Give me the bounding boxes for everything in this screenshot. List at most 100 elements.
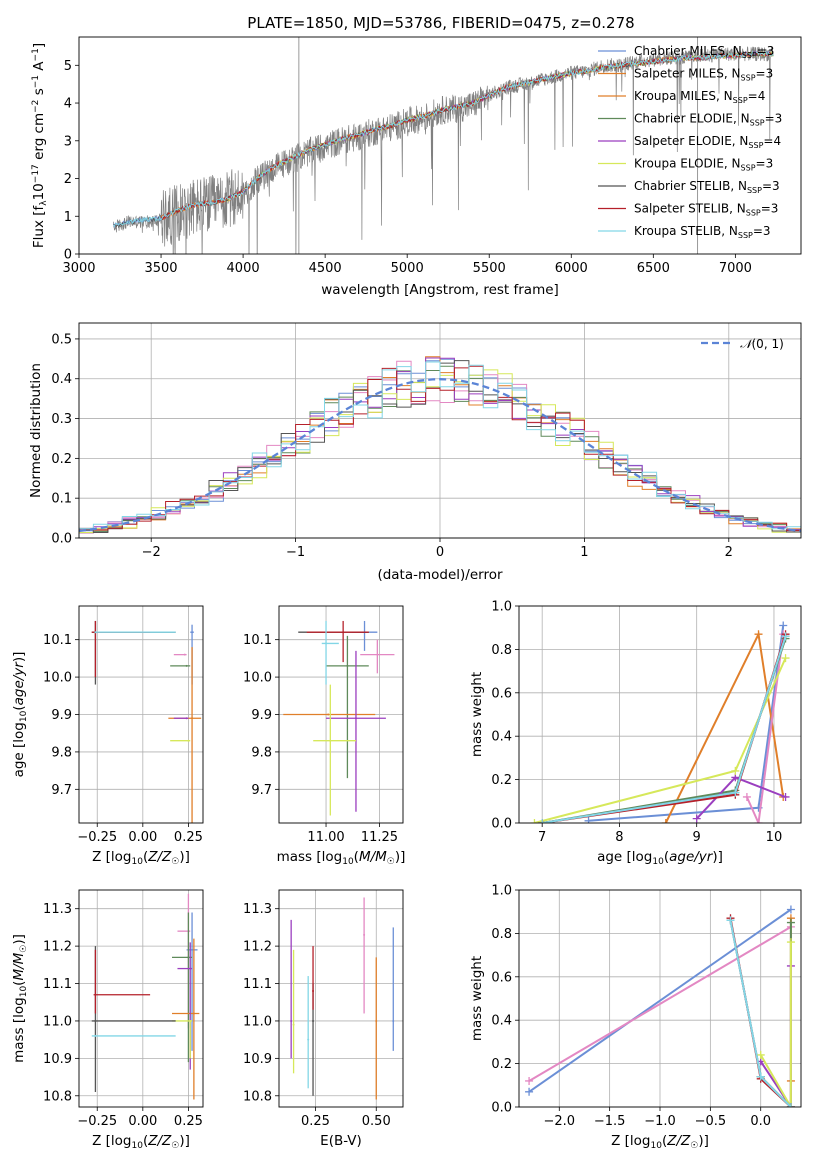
weight-marker: [754, 630, 763, 639]
y-tick-label: 0.4: [491, 730, 512, 745]
y-tick-label: 10.9: [243, 1052, 272, 1067]
y-axis-label: mass weight: [469, 672, 485, 757]
y-tick-label: 10.8: [43, 1089, 72, 1104]
x-tick-label: −1: [286, 545, 305, 560]
x-tick-label: 9: [693, 830, 701, 845]
weight-marker: [692, 814, 701, 823]
y-tick-label: 11.1: [43, 977, 72, 992]
data-point: [94, 993, 97, 996]
x-axis-label: Z [log10(Z/Z☉)]: [611, 1133, 709, 1151]
data-point: [342, 631, 345, 634]
data-point: [183, 653, 186, 656]
x-tick-label: 11.00: [307, 830, 344, 845]
x-tick-label: 6000: [555, 261, 588, 276]
weight-line: [542, 636, 787, 823]
y-axis-label: mass [log10(M/M☉)]: [11, 934, 29, 1063]
weight-marker: [742, 792, 751, 801]
axes-frame: [518, 605, 802, 824]
axes-frame: [78, 889, 204, 1108]
y-tick-label: 0.2: [491, 773, 512, 788]
y-tick-label: 0.1: [51, 492, 72, 507]
x-axis-label: (data-model)/error: [377, 567, 503, 583]
x-tick-label: 0.25: [301, 1114, 330, 1129]
age-vs-metallicity-panel: −0.25 0.00 0.25 9.7 9.8 9.9 10.0 10.1 Z [log10(Z…: [11, 605, 204, 867]
data-point: [292, 1023, 295, 1026]
y-tick-label: 0.6: [491, 970, 512, 985]
data-point: [327, 713, 330, 716]
y-tick-label: 10.1: [243, 633, 272, 648]
data-point: [329, 739, 332, 742]
weight-marker: [584, 816, 593, 823]
mass-vs-extinction-panel: 0.25 0.50 10.8 10.9 11.0 11.1 11.2 11.3 E(B-V): [243, 889, 404, 1149]
weight-marker: [754, 819, 763, 823]
figure-title: PLATE=1850, MJD=53786, FIBERID=0475, z=0…: [247, 14, 634, 32]
x-tick-label: −2.0: [543, 1114, 575, 1129]
y-tick-label: 0.3: [51, 412, 72, 427]
data-point: [312, 1019, 315, 1022]
weight-marker: [786, 905, 795, 914]
x-tick-label: 5000: [391, 261, 424, 276]
x-tick-label: 8: [615, 830, 623, 845]
axes-frame: [78, 322, 802, 539]
data-point: [189, 967, 192, 970]
x-tick-label: −1.5: [594, 1114, 626, 1129]
y-tick-label: 0.4: [491, 1014, 512, 1029]
x-tick-label: 0: [436, 545, 444, 560]
y-tick-label: 0.2: [51, 452, 72, 467]
data-point: [363, 933, 366, 936]
y-axis-label: mass weight: [469, 956, 485, 1041]
y-tick-label: 0.8: [491, 643, 512, 658]
y-tick-label: 0.6: [491, 686, 512, 701]
x-axis-label: Z [log10(Z/Z☉)]: [92, 849, 190, 867]
y-tick-label: 11.0: [243, 1014, 272, 1029]
data-point: [191, 948, 194, 951]
age-vs-mass-panel: 11.00 11.25 9.7 9.8 9.9 10.0 10.1 mass [log10(M…: [243, 605, 406, 867]
weight-marker: [779, 621, 788, 630]
data-point: [325, 642, 328, 645]
x-tick-label: 7: [538, 830, 546, 845]
x-tick-label: 4500: [309, 261, 342, 276]
weight-marker: [530, 819, 539, 823]
legend-label: Chabrier ELODIE, NSSP=3: [634, 112, 782, 128]
y-tick-label: 0: [64, 248, 72, 263]
legend-label: Chabrier MILES, NSSP=3: [634, 44, 774, 60]
y-tick-label: 10.1: [43, 633, 72, 648]
y-tick-label: 10.0: [243, 671, 272, 686]
legend-label: Salpeter ELODIE, NSSP=4: [634, 134, 781, 150]
data-point: [94, 1034, 97, 1037]
legend-label: 𝒩(0, 1): [740, 337, 784, 351]
x-tick-label: 0.0: [750, 1114, 771, 1129]
x-tick-label: 6500: [637, 261, 670, 276]
weight-marker: [661, 819, 670, 823]
y-tick-label: 0.4: [51, 372, 72, 387]
y-tick-label: 11.2: [43, 940, 72, 955]
y-axis-label: age [log10(age/yr)]: [11, 652, 29, 778]
x-tick-label: −2: [142, 545, 161, 560]
y-axis-label: Normed distribution: [28, 363, 44, 498]
legend-label: Salpeter MILES, NSSP=3: [634, 67, 773, 83]
y-tick-label: 9.8: [51, 745, 72, 760]
weight-marker: [756, 1072, 765, 1081]
data-point: [392, 1019, 395, 1022]
y-tick-label: 0.5: [51, 332, 72, 347]
data-point: [376, 653, 379, 656]
x-axis-label: mass [log10(M/M☉)]: [277, 849, 406, 867]
x-tick-label: 11.25: [361, 830, 398, 845]
x-tick-label: −0.25: [77, 1114, 117, 1129]
y-tick-label: 9.8: [251, 745, 272, 760]
weight-marker: [538, 819, 547, 823]
axes-frame: [518, 889, 802, 1108]
x-axis-label: age [log10(age/yr)]: [597, 849, 723, 867]
x-tick-label: 3000: [62, 261, 95, 276]
weight-line: [759, 966, 792, 1107]
weight-marker: [786, 1103, 795, 1107]
weight-marker: [786, 938, 795, 947]
weight-marker: [786, 918, 795, 927]
data-point: [346, 664, 349, 667]
x-tick-label: 4000: [227, 261, 260, 276]
legend-label: Salpeter STELIB, NSSP=3: [634, 202, 778, 218]
y-tick-label: 1.0: [491, 884, 512, 899]
x-tick-label: −0.25: [77, 830, 117, 845]
y-tick-label: 3: [64, 134, 72, 149]
